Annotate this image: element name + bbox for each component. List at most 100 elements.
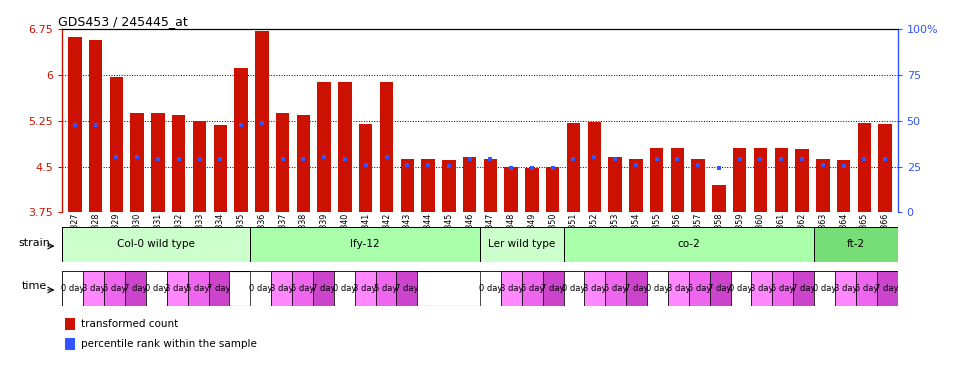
Text: lfy-12: lfy-12: [350, 239, 380, 249]
Bar: [837, 160, 851, 212]
Bar: [814, 271, 835, 306]
Text: 5 day: 5 day: [854, 284, 878, 293]
Text: 3 day: 3 day: [499, 284, 523, 293]
Text: GDS453 / 245445_at: GDS453 / 245445_at: [59, 15, 188, 28]
Bar: [671, 148, 684, 212]
Bar: [564, 227, 814, 262]
Text: 7 day: 7 day: [876, 284, 899, 293]
Bar: [375, 271, 396, 306]
Bar: [131, 113, 144, 212]
Bar: [647, 271, 668, 306]
Bar: [525, 168, 539, 212]
Text: 0 day: 0 day: [813, 284, 836, 293]
Text: 5 day: 5 day: [771, 284, 795, 293]
Text: 5 day: 5 day: [374, 284, 397, 293]
Text: 5 day: 5 day: [291, 284, 314, 293]
Bar: [172, 115, 185, 212]
Bar: [691, 159, 705, 212]
Text: 5 day: 5 day: [186, 284, 210, 293]
Bar: [313, 271, 334, 306]
Bar: [68, 37, 82, 212]
Text: 5 day: 5 day: [520, 284, 544, 293]
Text: 0 day: 0 day: [479, 284, 502, 293]
Text: 7 day: 7 day: [625, 284, 648, 293]
Bar: [443, 160, 456, 212]
Bar: [650, 147, 663, 212]
Text: 7 day: 7 day: [124, 284, 147, 293]
Bar: [878, 124, 892, 212]
Bar: [856, 271, 876, 306]
Text: 0 day: 0 day: [563, 284, 586, 293]
Bar: [732, 148, 747, 212]
Text: 7 day: 7 day: [708, 284, 732, 293]
Bar: [84, 271, 104, 306]
Bar: [585, 271, 606, 306]
Text: 3 day: 3 day: [165, 284, 189, 293]
Text: 3 day: 3 day: [583, 284, 607, 293]
Bar: [480, 271, 501, 306]
Text: percentile rank within the sample: percentile rank within the sample: [81, 339, 256, 349]
Bar: [292, 271, 313, 306]
Bar: [355, 271, 375, 306]
Bar: [297, 115, 310, 212]
Text: 3 day: 3 day: [270, 284, 294, 293]
Bar: [795, 149, 808, 212]
Bar: [731, 271, 752, 306]
Text: 0 day: 0 day: [730, 284, 753, 293]
Bar: [793, 271, 814, 306]
Text: co-2: co-2: [678, 239, 700, 249]
Bar: [62, 227, 251, 262]
Bar: [396, 271, 418, 306]
Bar: [255, 31, 269, 212]
Bar: [380, 82, 394, 212]
Bar: [334, 271, 355, 306]
Bar: [484, 159, 497, 212]
Bar: [62, 271, 84, 306]
Bar: [668, 271, 689, 306]
Bar: [816, 158, 829, 212]
Bar: [775, 148, 788, 212]
Bar: [712, 186, 726, 212]
Bar: [626, 271, 647, 306]
Bar: [752, 271, 772, 306]
Bar: [251, 227, 480, 262]
Bar: [588, 122, 601, 212]
Text: 3 day: 3 day: [82, 284, 106, 293]
Text: transformed count: transformed count: [81, 319, 178, 329]
Bar: [359, 124, 372, 212]
Bar: [109, 77, 123, 212]
Text: 0 day: 0 day: [61, 284, 84, 293]
Bar: [89, 40, 103, 212]
Text: 3 day: 3 day: [833, 284, 857, 293]
Bar: [835, 271, 856, 306]
Text: 7 day: 7 day: [792, 284, 815, 293]
Text: 5 day: 5 day: [604, 284, 628, 293]
Text: 0 day: 0 day: [145, 284, 168, 293]
Bar: [606, 271, 626, 306]
Bar: [193, 121, 206, 212]
Bar: [251, 271, 272, 306]
Bar: [276, 113, 289, 212]
Text: 3 day: 3 day: [666, 284, 690, 293]
Bar: [546, 167, 560, 212]
Bar: [64, 338, 75, 350]
Text: Ler wild type: Ler wild type: [488, 239, 556, 249]
Text: 0 day: 0 day: [249, 284, 273, 293]
Text: Col-0 wild type: Col-0 wild type: [117, 239, 195, 249]
Bar: [857, 123, 871, 212]
Bar: [876, 271, 898, 306]
Bar: [400, 159, 414, 212]
Text: 7 day: 7 day: [396, 284, 419, 293]
Bar: [272, 271, 292, 306]
Text: 0 day: 0 day: [332, 284, 356, 293]
Text: 3 day: 3 day: [750, 284, 774, 293]
Bar: [188, 271, 208, 306]
Text: 0 day: 0 day: [646, 284, 669, 293]
Text: 3 day: 3 day: [353, 284, 377, 293]
Bar: [501, 271, 522, 306]
Text: strain: strain: [18, 238, 50, 247]
Bar: [318, 82, 331, 212]
Bar: [689, 271, 709, 306]
Bar: [480, 227, 564, 262]
Bar: [772, 271, 793, 306]
